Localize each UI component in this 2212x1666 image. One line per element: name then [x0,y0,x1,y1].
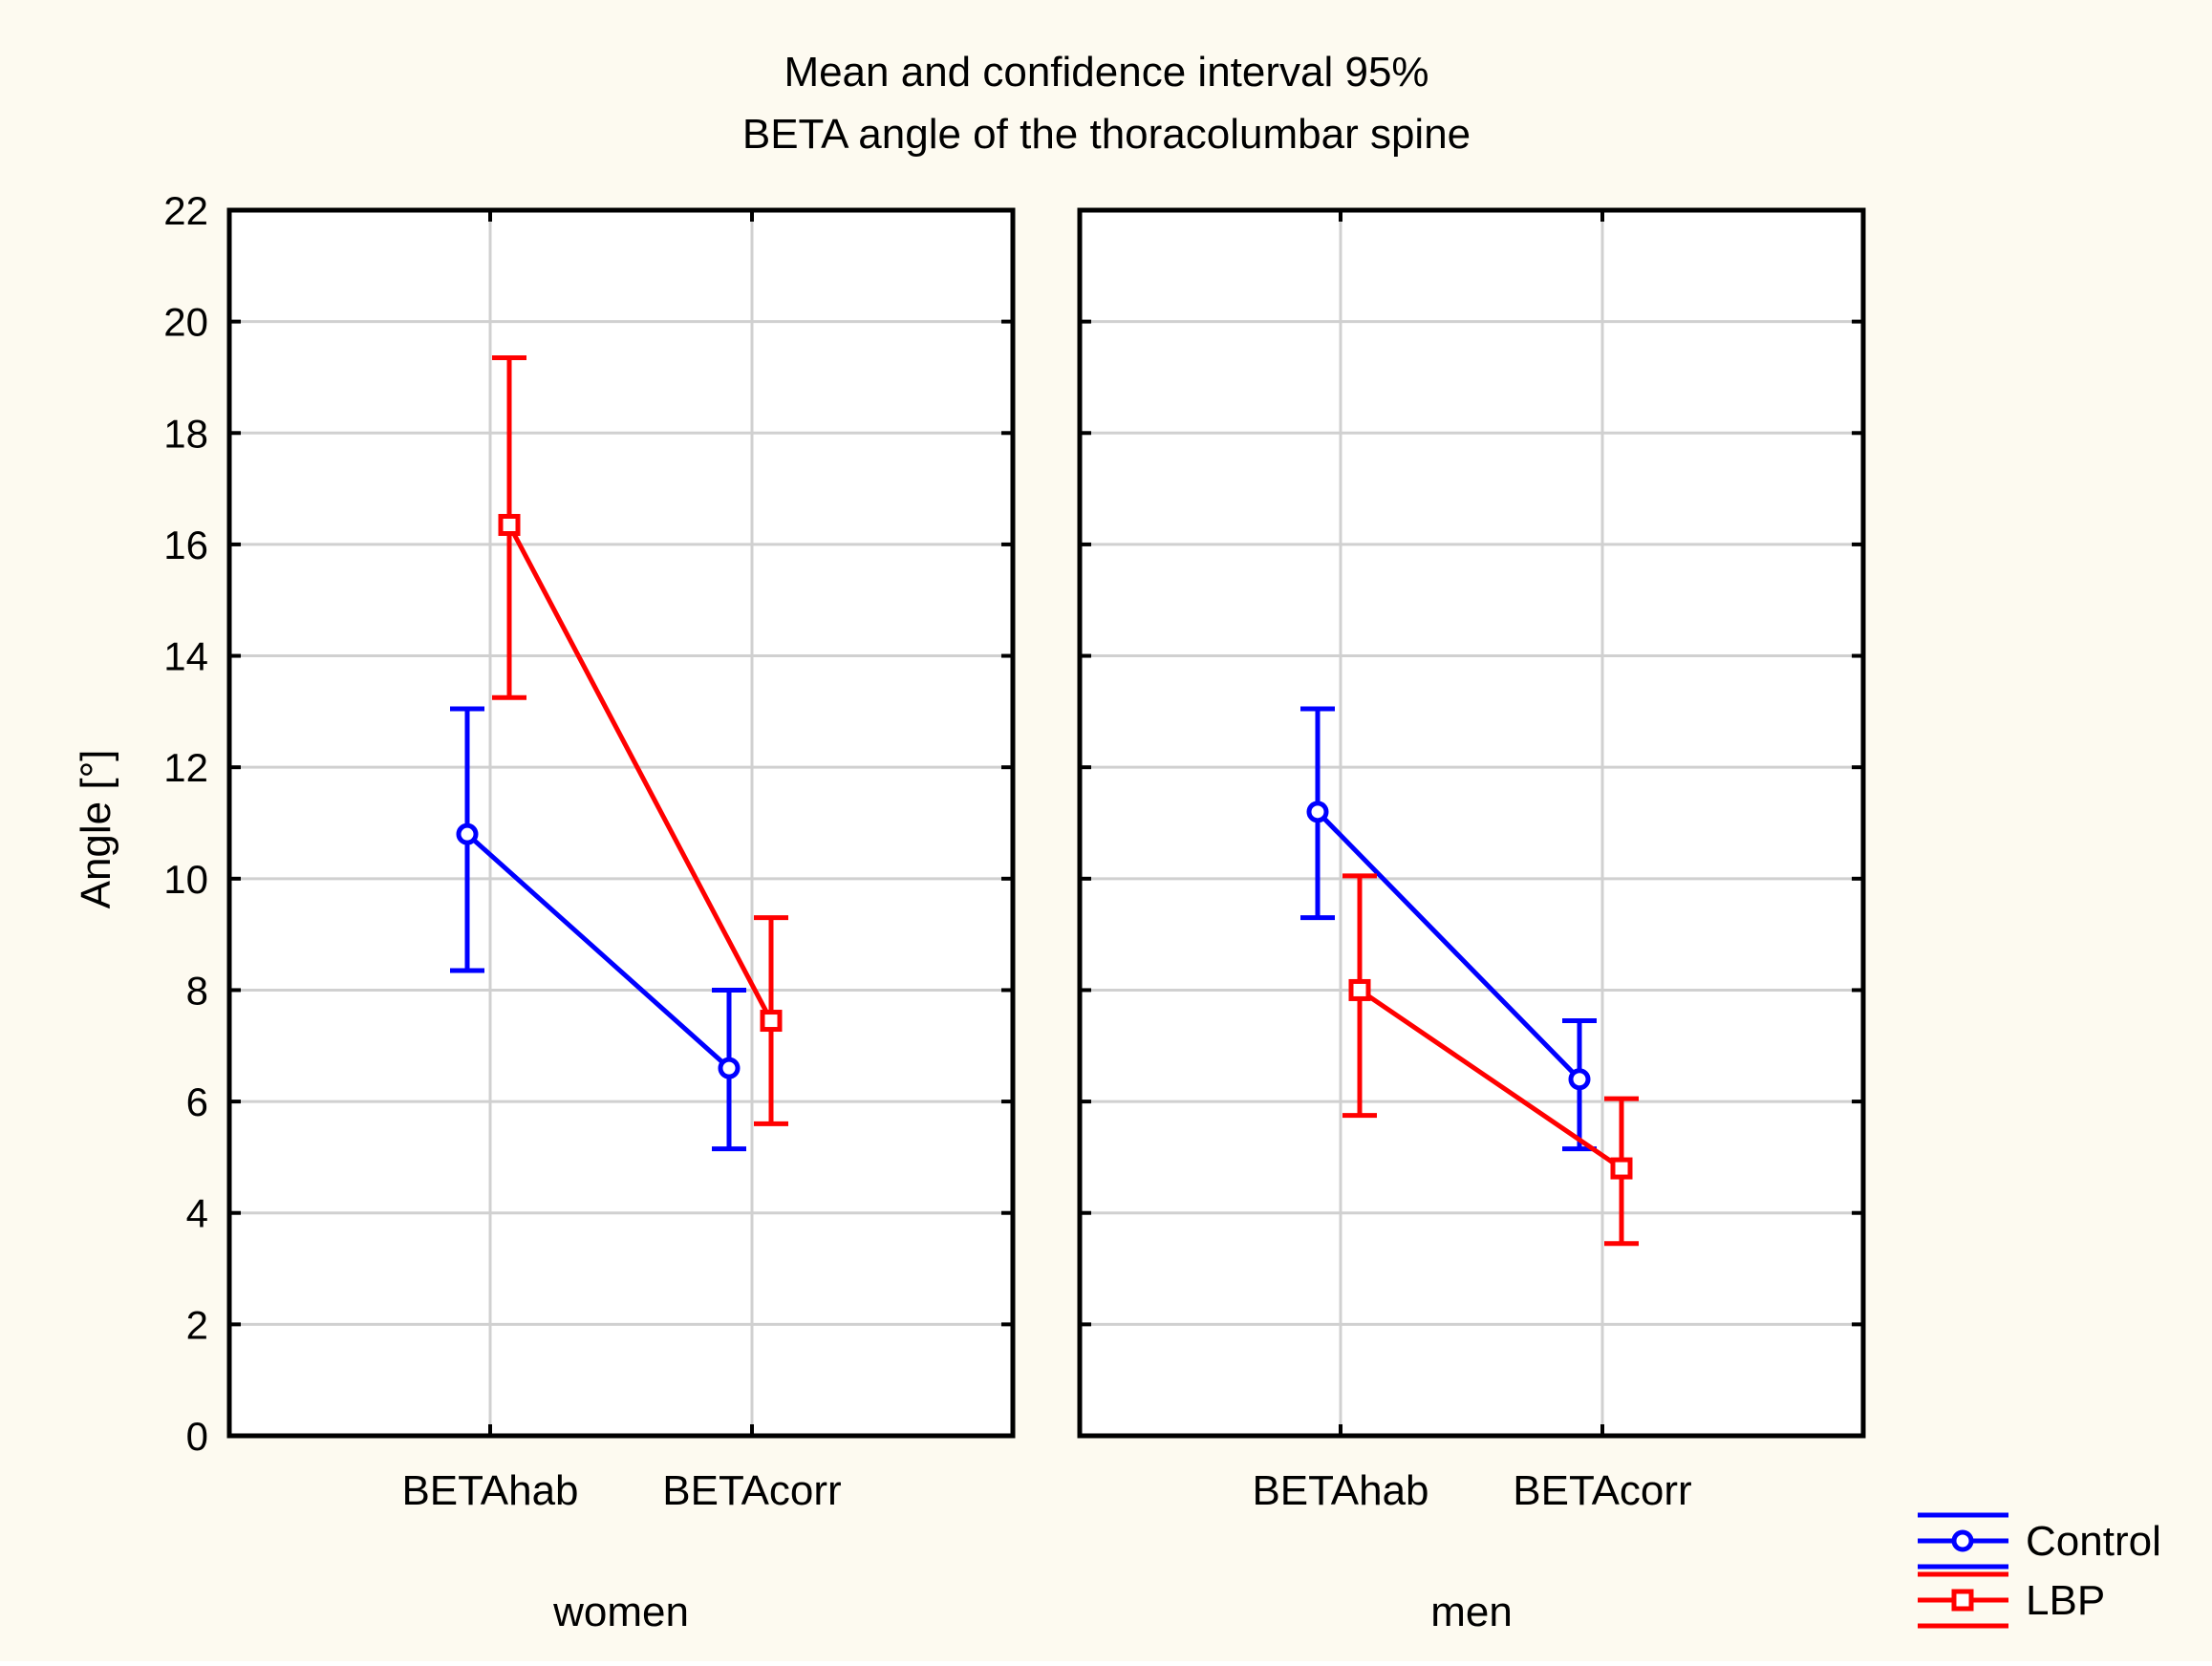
panels-layer: 0 2 4 6 8 10 12 14 16 18 20 22 BETAhab BETAcorr women B… [163,188,1866,1635]
y-axis-label: Angle [°] [73,750,119,909]
x-category-label: BETAhab [1252,1467,1428,1514]
y-tick-label: 20 [163,300,208,345]
y-tick-label: 22 [163,188,208,233]
series-line [465,832,731,1070]
x-category-label: BETAcorr [662,1467,841,1514]
mean-point [760,1010,783,1033]
y-tick-label: 6 [186,1079,208,1124]
plot-area [229,210,1013,1436]
series-control [1300,706,1597,1152]
y-tick-label: 16 [163,523,208,567]
series-line [506,523,774,1022]
legend-label: LBP [2026,1577,2105,1624]
mean-point [498,513,521,536]
series-line [1358,988,1623,1171]
legend-item-control: Control [1918,1512,2161,1570]
legend-marker [1951,1589,1974,1612]
panel-men: BETAhab BETAcorr men [1077,207,1866,1635]
y-tick-label: 10 [163,857,208,902]
y-tick-label: 14 [163,634,208,679]
y-tick-label: 18 [163,411,208,456]
y-tick-label: 8 [186,968,208,1013]
panel-women: 0 2 4 6 8 10 12 14 16 18 20 22 BETAhab BETAcorr women [163,188,1016,1635]
chart-title-line-1: Mean and confidence interval 95% [784,49,1428,96]
series-lbp [1342,873,1639,1247]
panel-label: women [552,1589,689,1635]
series-lbp [492,355,788,1126]
legend-marker [1951,1529,1974,1552]
series-line [1316,810,1581,1081]
panel-label: men [1430,1589,1513,1635]
plot-area [1080,210,1863,1436]
y-tick-label: 0 [186,1414,208,1459]
mean-point [1610,1157,1633,1180]
x-category-label: BETAhab [401,1467,578,1514]
legend-item-lbp: LBP [1918,1571,2105,1629]
chart-title-line-2: BETA angle of the thoracolumbar spine [742,111,1471,158]
legend-label: Control [2026,1518,2161,1565]
y-tick-label: 12 [163,745,208,790]
mean-point [1306,801,1329,823]
x-category-label: BETAcorr [1513,1467,1691,1514]
mean-point [718,1057,741,1079]
legend: Control LBP [1918,1512,2161,1629]
mean-point [456,822,479,845]
series-control [450,706,746,1152]
plot-frame [1077,207,1866,1439]
mean-point [1568,1068,1591,1091]
y-tick-label: 4 [186,1191,208,1236]
plot-frame [226,207,1016,1439]
mean-point [1348,978,1371,1001]
y-tick-label: 2 [186,1302,208,1347]
